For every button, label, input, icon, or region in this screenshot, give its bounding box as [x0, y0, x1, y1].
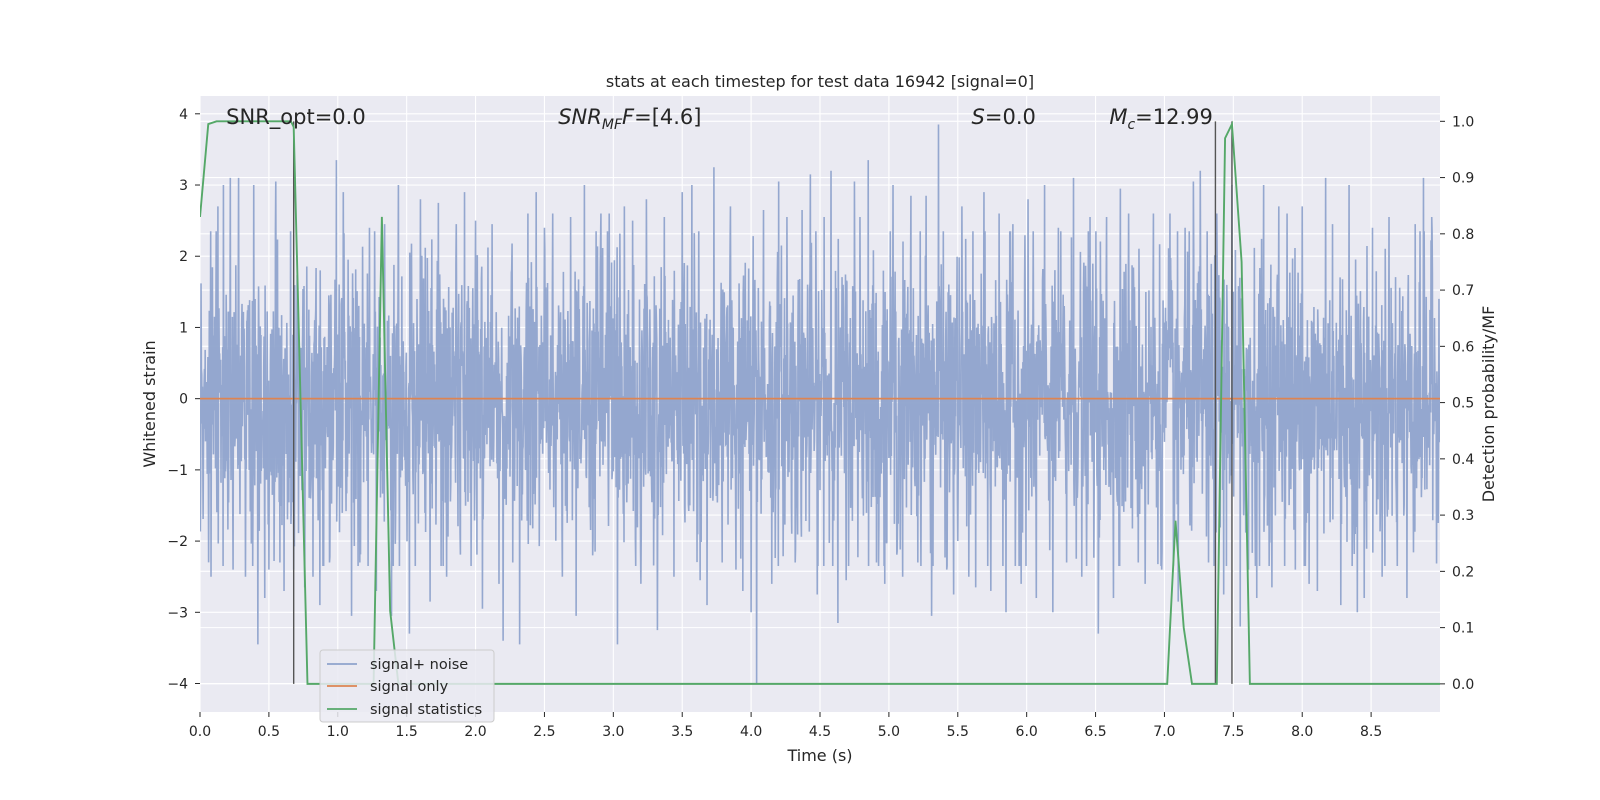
y-tick-label-3: 1 — [179, 320, 188, 336]
y2-tick-label-7: 0.3 — [1452, 508, 1474, 524]
chart-title: stats at each timestep for test data 169… — [606, 72, 1034, 91]
vertical-markers — [292, 121, 1233, 684]
y-axis-label: Whitened strain — [140, 340, 159, 467]
x-tick-label-1: 0.5 — [258, 724, 280, 740]
x-tick-label-14: 7.0 — [1153, 724, 1175, 740]
x-axis-label: Time (s) — [786, 746, 852, 765]
x-tick-label-9: 4.5 — [809, 724, 831, 740]
y-ticks: 4 3 2 1 0 −1 −2 −3 −4 — [167, 107, 200, 693]
y2-ticks: 1.0 0.9 0.8 0.7 0.6 0.5 0.4 0.3 0.2 0.1 0.0 — [1440, 114, 1474, 693]
y2-tick-label-4: 0.6 — [1452, 339, 1474, 355]
x-tick-label-7: 3.5 — [671, 724, 693, 740]
y2-tick-label-8: 0.2 — [1452, 564, 1474, 580]
x-tick-label-8: 4.0 — [740, 724, 762, 740]
annotation-0: SNR_opt=0.0 — [226, 105, 366, 130]
y-tick-label-6: −2 — [167, 534, 188, 550]
x-tick-label-15: 7.5 — [1222, 724, 1244, 740]
annotations: SNR_opt=0.0 SNRMFF=[4.6] S=0.0 Mc=12.99 — [226, 105, 1213, 133]
series-signal-statistics — [200, 120, 1440, 685]
y2-axis-label: Detection probability/MF — [1479, 306, 1498, 503]
y2-tick-label-2: 0.8 — [1452, 227, 1474, 243]
y-tick-label-4: 0 — [179, 392, 188, 408]
x-tick-label-6: 3.0 — [602, 724, 624, 740]
x-tick-label-16: 8.0 — [1291, 724, 1313, 740]
y-tick-label-8: −4 — [167, 677, 188, 693]
x-tick-label-5: 2.5 — [533, 724, 555, 740]
y-tick-label-2: 2 — [179, 249, 188, 265]
x-tick-label-2: 1.0 — [327, 724, 349, 740]
y2-tick-label-0: 1.0 — [1452, 114, 1474, 130]
y2-tick-label-1: 0.9 — [1452, 171, 1474, 187]
y2-tick-label-6: 0.4 — [1452, 452, 1474, 468]
legend-box — [319, 649, 495, 723]
legend-label-stat: signal statistics — [370, 702, 482, 718]
noise-line — [200, 124, 1440, 684]
y-tick-label-7: −3 — [167, 605, 188, 621]
annotation-1: SNRMFF=[4.6] — [558, 105, 701, 133]
x-tick-label-17: 8.5 — [1360, 724, 1382, 740]
y2-tick-label-5: 0.5 — [1452, 396, 1474, 412]
x-ticks: 0.0 0.5 1.0 1.5 2.0 2.5 3.0 3.5 4.0 4.5 5.0 5.5 6.0 6… — [189, 712, 1382, 740]
legend-label-noise: signal+ noise — [370, 657, 468, 673]
x-tick-label-13: 6.5 — [1084, 724, 1106, 740]
annotation-3: Mc=12.99 — [1109, 105, 1213, 133]
legend-label-signal: signal only — [370, 679, 449, 695]
x-tick-label-10: 5.0 — [878, 724, 900, 740]
x-tick-label-4: 2.0 — [464, 724, 486, 740]
y2-tick-label-9: 0.1 — [1452, 621, 1474, 637]
signal-statistics-line — [200, 120, 1440, 685]
y-tick-label-5: −1 — [167, 463, 188, 479]
y-tick-label-1: 3 — [179, 178, 188, 194]
annotation-2: S=0.0 — [972, 105, 1036, 129]
x-tick-label-0: 0.0 — [189, 724, 211, 740]
x-tick-label-11: 5.5 — [947, 724, 969, 740]
legend: signal+ noise signal only signal statist… — [319, 649, 495, 723]
x-tick-label-3: 1.5 — [396, 724, 418, 740]
y-tick-label-0: 4 — [179, 107, 188, 123]
y2-tick-label-3: 0.7 — [1452, 283, 1474, 299]
series-signal-plus-noise — [200, 124, 1440, 684]
x-tick-label-12: 6.0 — [1016, 724, 1038, 740]
y2-tick-label-10: 0.0 — [1452, 677, 1474, 693]
